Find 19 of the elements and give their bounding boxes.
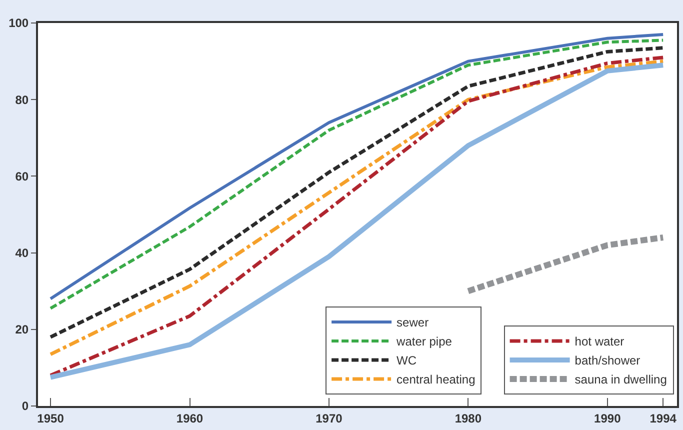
legend-label: sauna in dwelling <box>574 372 667 387</box>
x-tick-label: 1994 <box>650 411 677 426</box>
x-tick-label: 1950 <box>37 411 64 426</box>
x-tick-label: 1990 <box>594 411 622 426</box>
x-tick-label: 1970 <box>316 411 343 426</box>
y-tick-label: 40 <box>15 246 29 260</box>
legend-label: sewer <box>396 316 429 330</box>
x-tick-label: 1980 <box>454 411 482 426</box>
y-tick-label: 80 <box>15 92 29 107</box>
y-tick-label: 0 <box>22 399 29 414</box>
legend-label: WC <box>396 354 417 368</box>
legend-label: hot water <box>574 334 624 349</box>
legend-label: water pipe <box>396 334 452 349</box>
y-tick-label: 20 <box>15 322 29 337</box>
legend-label: bath/shower <box>574 354 640 368</box>
legend-label: central heating <box>396 372 476 387</box>
x-tick-label: 1960 <box>176 411 204 426</box>
y-tick-label: 60 <box>15 169 29 184</box>
y-tick-label: 100 <box>8 16 29 30</box>
